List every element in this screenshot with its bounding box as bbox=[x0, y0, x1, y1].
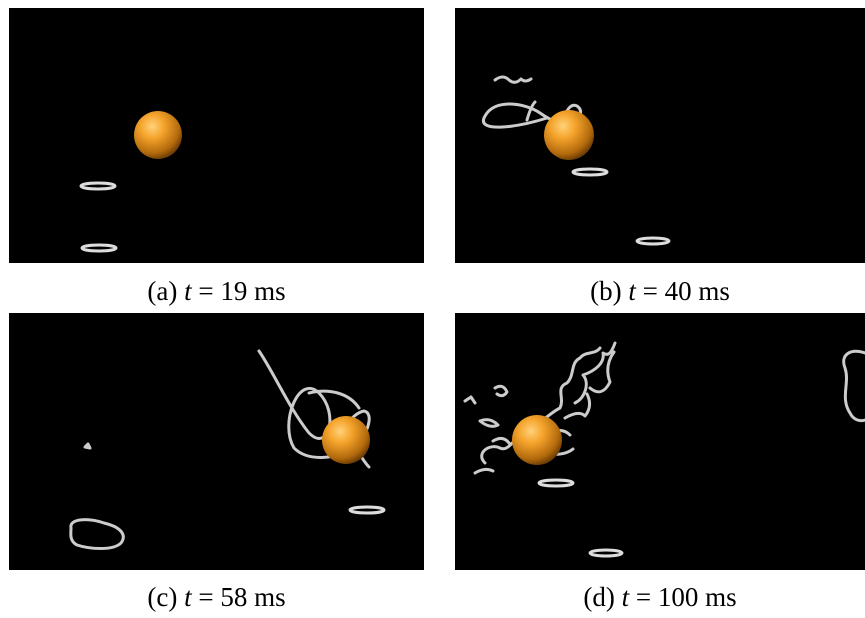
caption-variable: t bbox=[184, 582, 192, 612]
figure: (a) t = 19 ms (b) t = 40 ms (c) t = 58 m… bbox=[0, 0, 865, 618]
filament bbox=[495, 77, 531, 82]
caption-label: (a) bbox=[147, 276, 177, 306]
ring bbox=[81, 183, 115, 189]
sphere bbox=[134, 111, 182, 159]
filament bbox=[71, 520, 123, 549]
caption-variable: t bbox=[184, 276, 192, 306]
ring bbox=[539, 480, 573, 486]
filament bbox=[85, 444, 90, 448]
ring bbox=[590, 550, 622, 556]
caption-value: = 19 ms bbox=[198, 276, 285, 306]
caption-variable: t bbox=[628, 276, 636, 306]
filament bbox=[844, 351, 865, 420]
panel-a bbox=[9, 8, 424, 263]
sphere bbox=[544, 110, 594, 160]
caption-value: = 40 ms bbox=[643, 276, 730, 306]
ring bbox=[82, 245, 116, 251]
sphere bbox=[512, 415, 562, 465]
caption-label: (b) bbox=[590, 276, 621, 306]
filament bbox=[465, 386, 509, 443]
panel-b bbox=[455, 8, 865, 263]
caption-value: = 100 ms bbox=[636, 582, 737, 612]
caption-label: (d) bbox=[583, 582, 614, 612]
caption-label: (c) bbox=[147, 582, 177, 612]
ring bbox=[350, 507, 384, 513]
caption: (a) t = 19 ms bbox=[9, 276, 424, 307]
panel-d bbox=[455, 313, 865, 570]
panel-c bbox=[9, 313, 424, 570]
caption: (b) t = 40 ms bbox=[455, 276, 865, 307]
ring bbox=[573, 169, 607, 175]
caption-value: = 58 ms bbox=[198, 582, 285, 612]
caption-variable: t bbox=[622, 582, 630, 612]
caption: (c) t = 58 ms bbox=[9, 582, 424, 613]
sphere bbox=[322, 416, 370, 464]
ring bbox=[637, 238, 669, 244]
caption: (d) t = 100 ms bbox=[455, 582, 865, 613]
